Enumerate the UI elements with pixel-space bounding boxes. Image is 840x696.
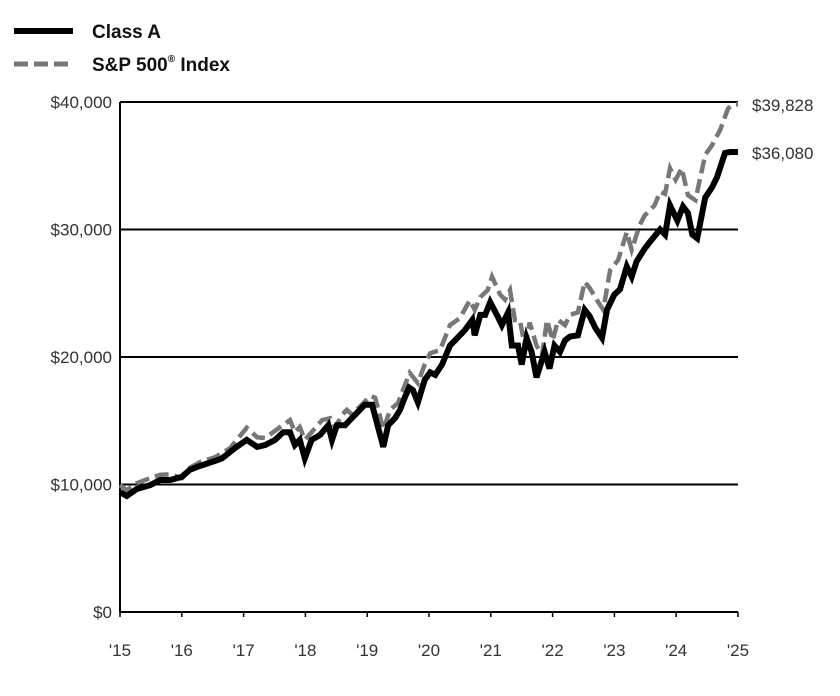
x-tick-label: '17	[233, 641, 255, 660]
legend: Class A S&P 500® Index	[14, 22, 230, 76]
y-tick-label: $20,000	[51, 348, 112, 367]
x-tick-label: '25	[727, 641, 749, 660]
y-tick-label: $30,000	[51, 221, 112, 240]
x-tick-label: '18	[294, 641, 316, 660]
x-tick-label: '24	[665, 641, 687, 660]
x-tick-label: '19	[356, 641, 378, 660]
x-tick-label: '23	[603, 641, 625, 660]
x-tick-label: '20	[418, 641, 440, 660]
y-tick-label: $40,000	[51, 93, 112, 112]
x-tick-label: '21	[480, 641, 502, 660]
legend-label-sp500: S&P 500® Index	[92, 54, 230, 76]
legend-sp500-suffix: Index	[175, 55, 230, 76]
x-tick-label: '16	[171, 641, 193, 660]
x-tick-label: '22	[542, 641, 564, 660]
legend-sp500-registered: ®	[168, 54, 176, 65]
legend-sp500-name: S&P 500	[92, 55, 168, 76]
end-label-sp500: $39,828	[752, 96, 813, 115]
y-tick-label: $10,000	[51, 476, 112, 495]
series-line-class-a	[118, 149, 738, 500]
legend-label-class-a: Class A	[92, 22, 161, 43]
end-label-class-a: $36,080	[752, 144, 813, 163]
y-tick-label: $0	[93, 603, 112, 622]
series-line-sp500	[118, 101, 739, 493]
x-tick-label: '15	[109, 641, 131, 660]
